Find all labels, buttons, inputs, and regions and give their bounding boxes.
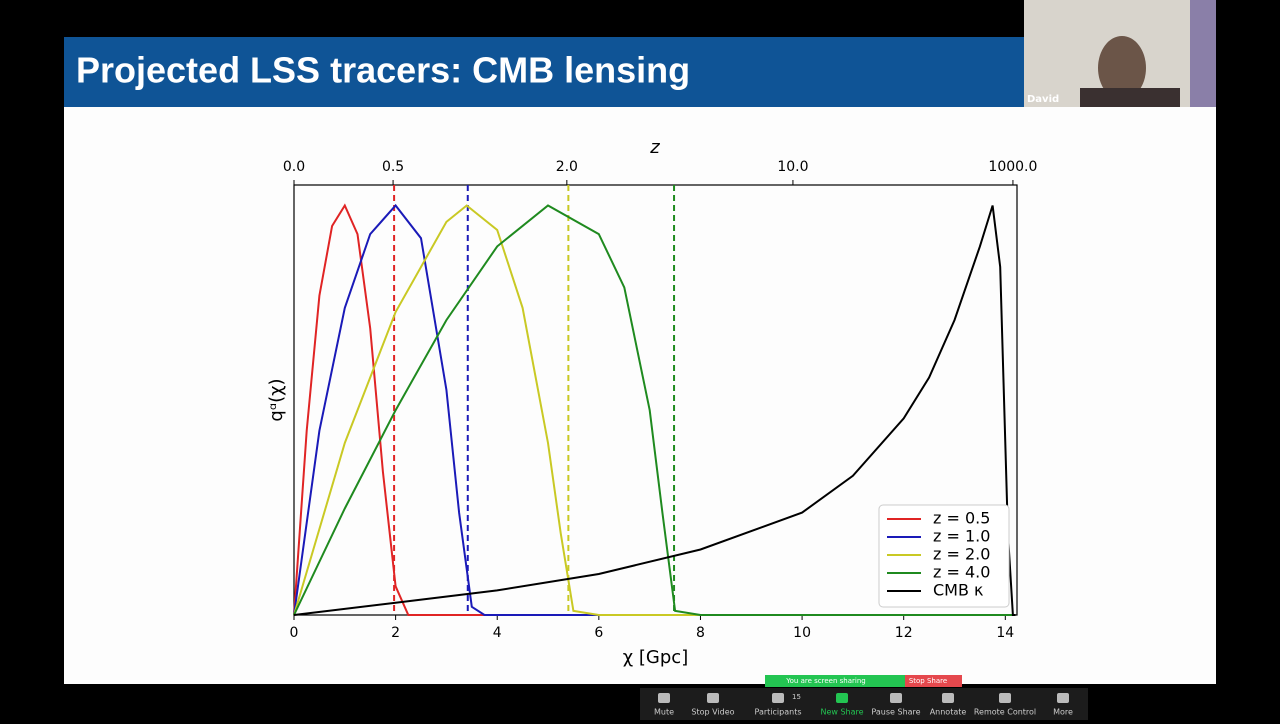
toolbar-label[interactable]: Stop Video: [691, 708, 734, 717]
x2-tick-label: 2.0: [556, 159, 578, 175]
share-status: You are screen sharing: [785, 677, 865, 685]
legend-label: CMB κ: [933, 581, 984, 600]
toolbar-label[interactable]: More: [1053, 708, 1073, 717]
x2-tick-label: 0.5: [382, 159, 404, 175]
x2-tick-label: 10.0: [777, 159, 808, 175]
legend-label: z = 2.0: [933, 545, 990, 564]
x-tick-label: 4: [493, 625, 502, 641]
video-person: [1098, 36, 1146, 100]
toolbar-icon[interactable]: [999, 693, 1011, 703]
legend-box: [878, 504, 1010, 608]
x-tick-label: 8: [696, 625, 705, 641]
stop-share-button[interactable]: [905, 675, 962, 687]
x-tick-label: 10: [793, 625, 811, 641]
x-tick-label: 0: [290, 625, 299, 641]
x2-tick-label: 1000.0: [988, 159, 1037, 175]
toolbar-label[interactable]: Participants: [755, 708, 802, 717]
stop-share-label[interactable]: Stop Share: [909, 677, 947, 685]
toolbar-icon[interactable]: [772, 693, 784, 703]
toolbar-icon[interactable]: [707, 693, 719, 703]
series-line: [293, 204, 1016, 616]
toolbar-label[interactable]: Pause Share: [871, 708, 920, 717]
x2-axis-label: z: [649, 137, 660, 158]
toolbar-label[interactable]: Annotate: [930, 708, 967, 717]
toolbar-label[interactable]: Remote Control: [974, 708, 1036, 717]
series-line: [293, 205, 1016, 616]
x2-tick-label: 0.0: [283, 159, 305, 175]
participants-count: 15: [792, 693, 801, 701]
toolbar-label[interactable]: Mute: [654, 708, 674, 717]
video-shoulders: [1080, 88, 1180, 107]
x-tick-label: 14: [996, 625, 1014, 641]
toolbar-label[interactable]: New Share: [820, 708, 863, 717]
share-banner: [765, 675, 905, 687]
toolbar-icon[interactable]: [658, 693, 670, 703]
legend-label: z = 1.0: [933, 527, 990, 546]
toolbar-icon[interactable]: [836, 693, 848, 703]
legend-label: z = 4.0: [933, 563, 990, 582]
chart: 0 2 4 6 8 10 12 14 0.0 0.5 2.0 10.0 1000.0 χ [Gpc] z qᵅ…: [266, 137, 1037, 668]
title-bar: [64, 37, 1024, 107]
video-curtain: [1190, 0, 1216, 107]
legend-label: z = 0.5: [933, 509, 990, 528]
series-line: [293, 203, 1016, 616]
x-tick-label: 12: [895, 625, 913, 641]
x-tick-label: 6: [594, 625, 603, 641]
series-line: [293, 204, 1016, 616]
series-line: [293, 203, 1016, 616]
slide-title: Projected LSS tracers: CMB lensing: [76, 50, 690, 91]
toolbar-icon[interactable]: [890, 693, 902, 703]
x-axis-label: χ [Gpc]: [623, 647, 688, 668]
toolbar-icon[interactable]: [1057, 693, 1069, 703]
y-axis-label: qᵅ(χ): [266, 378, 287, 421]
toolbar-icon[interactable]: [942, 693, 954, 703]
toolbar-items: Mute Stop Video Participants New Share Pause…: [654, 693, 1073, 717]
x-tick-label: 2: [391, 625, 400, 641]
video-name: David: [1027, 94, 1059, 105]
